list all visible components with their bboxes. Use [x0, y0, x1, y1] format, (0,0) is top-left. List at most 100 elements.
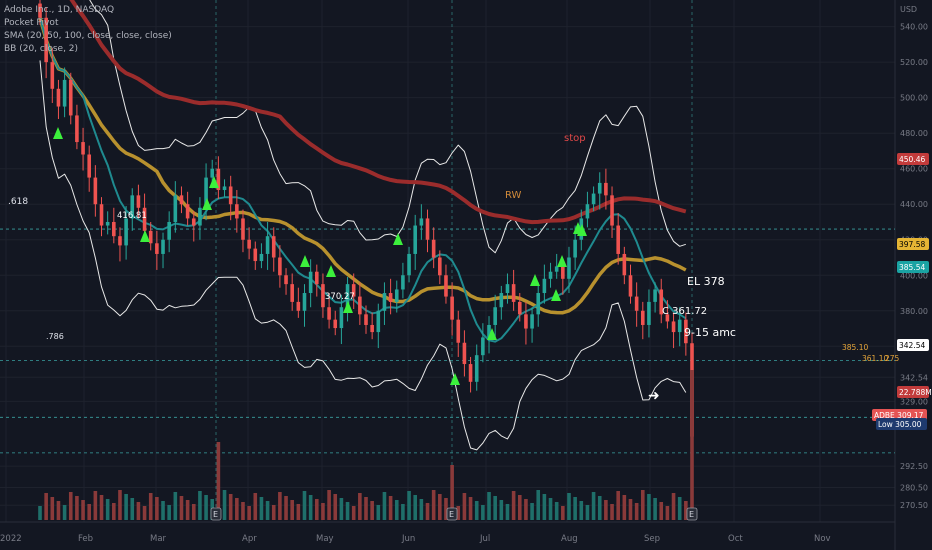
- pocket-pivot-marker-12: [557, 255, 567, 267]
- candle-body-2: [50, 62, 55, 89]
- price-tag-label-0: 450.46: [899, 155, 925, 164]
- volume-bar-49: [339, 498, 344, 520]
- volume-bar-12: [112, 503, 116, 520]
- candle-body-29: [216, 168, 221, 191]
- candle-body-63: [425, 218, 430, 240]
- volume-bar-86: [567, 493, 571, 520]
- volume-bar-44: [308, 495, 313, 520]
- candle-body-45: [314, 271, 319, 285]
- volume-bar-77: [511, 491, 516, 520]
- volume-bar-55: [376, 505, 381, 520]
- volume-bar-92: [604, 500, 608, 520]
- candle-body-81: [536, 293, 541, 315]
- price-tag-4: [897, 386, 929, 398]
- pocket-pivot-marker-4: [300, 255, 310, 267]
- right-label-1: 385.10: [842, 343, 868, 352]
- volume-bar-9: [93, 491, 98, 520]
- candle-body-32: [235, 204, 239, 219]
- volume-bar-68: [456, 506, 461, 520]
- sma50-line: [38, 17, 687, 315]
- candle-body-36: [259, 253, 264, 262]
- volume-bar-41: [290, 500, 294, 520]
- pocket-pivot-marker-14: [577, 224, 587, 236]
- volume-bar-10: [99, 495, 104, 520]
- volume-bar-11: [105, 499, 110, 520]
- amc-label: 9-15 amc: [684, 326, 736, 339]
- candle-body-20: [161, 239, 165, 254]
- candle-body-41: [290, 284, 294, 302]
- candle-body-90: [591, 193, 596, 205]
- volume-bar-59: [401, 504, 405, 520]
- volume-bar-99: [647, 494, 651, 520]
- candle-body-55: [376, 310, 381, 333]
- volume-bar-1: [44, 493, 48, 520]
- volume-bar-21: [167, 505, 171, 520]
- volume-bar-62: [419, 499, 424, 520]
- volume-bar-17: [142, 506, 147, 520]
- pocket-pivot-marker-5: [326, 265, 336, 277]
- earnings-marker-2: [686, 507, 698, 521]
- volume-bar-3: [56, 501, 61, 520]
- pocket-pivot-marker-8: [450, 373, 460, 385]
- volume-bar-40: [284, 496, 288, 520]
- x-tick-4: May: [316, 534, 334, 544]
- volume-bar-13: [118, 490, 122, 520]
- y-tick-10: 342.54: [900, 373, 928, 382]
- rw-label: RW: [505, 190, 522, 201]
- candle-body-42: [296, 301, 301, 311]
- candle-body-39: [278, 257, 282, 276]
- candle-body-52: [358, 296, 362, 315]
- candle-body-62: [419, 218, 424, 226]
- candle-body-1: [44, 17, 48, 63]
- sma100-line: [69, 0, 687, 225]
- volume-bar-52: [358, 493, 362, 520]
- candle-body-21: [167, 221, 171, 240]
- y-tick-3: 480.00: [900, 129, 928, 138]
- candle-body-94: [616, 225, 620, 254]
- candle-body-64: [431, 239, 436, 258]
- candle-body-77: [511, 284, 516, 302]
- candle-body-78: [517, 301, 522, 315]
- earnings-marker-text-1: E: [449, 510, 454, 519]
- candle-body-46: [321, 284, 325, 308]
- volume-bar-90: [591, 492, 596, 520]
- volume-bar-48: [333, 494, 338, 520]
- c-label: C 361.72: [662, 306, 707, 317]
- candle-body-9: [93, 177, 98, 205]
- candle-body-51: [351, 284, 356, 297]
- x-tick-0: 2022: [0, 534, 22, 544]
- volume-bar-43: [302, 491, 307, 520]
- y-tick-13: 280.50: [900, 483, 928, 492]
- x-tick-7: Aug: [561, 534, 578, 544]
- candle-body-54: [370, 324, 374, 333]
- candle-body-102: [665, 314, 670, 322]
- candle-body-82: [542, 278, 547, 294]
- right-label-3: 275: [885, 354, 900, 363]
- volume-bar-26: [198, 491, 202, 520]
- bollinger-upper: [89, 0, 686, 254]
- candle-body-80: [530, 314, 534, 329]
- volume-bar-35: [253, 493, 258, 520]
- x-tick-1: Feb: [78, 534, 93, 544]
- volume-bar-60: [407, 491, 411, 520]
- candle-body-58: [394, 289, 399, 302]
- volume-bar-37: [265, 501, 270, 520]
- candle-body-72: [481, 337, 485, 356]
- candle-body-87: [573, 239, 577, 258]
- price-tag-2: [897, 261, 929, 273]
- candle-body-89: [585, 204, 590, 219]
- x-tick-5: Jun: [401, 534, 415, 544]
- volume-bar-93: [610, 504, 614, 520]
- el-label: EL 378: [687, 275, 725, 288]
- x-tick-6: Jul: [479, 534, 490, 544]
- candle-body-95: [622, 253, 627, 276]
- volume-bar-6: [75, 496, 79, 520]
- indicator-bb: BB (20, close, 2): [4, 44, 79, 54]
- volume-bar-34: [247, 506, 251, 520]
- volume-bar-19: [155, 497, 159, 520]
- candle-body-104: [677, 319, 682, 333]
- candle-body-75: [499, 293, 504, 308]
- volume-bar-0: [38, 506, 42, 520]
- volume-bar-16: [136, 502, 141, 520]
